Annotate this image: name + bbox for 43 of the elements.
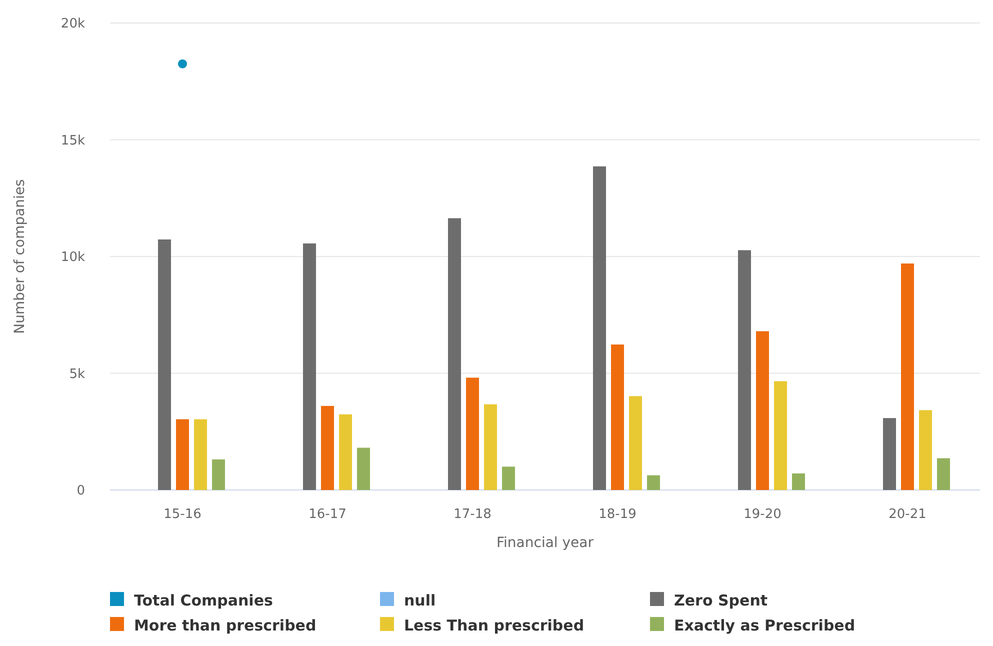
bar <box>212 459 225 490</box>
x-tick-label: 17-18 <box>454 507 492 522</box>
bar <box>466 378 479 490</box>
bar <box>593 166 606 490</box>
x-tick-label: 18-19 <box>598 507 636 522</box>
x-tick-label: 16-17 <box>308 507 346 522</box>
bar <box>158 239 171 490</box>
bar <box>502 466 515 490</box>
bar <box>176 419 189 490</box>
bar <box>629 396 642 490</box>
bar <box>774 381 787 490</box>
legend-label: Exactly as Prescribed <box>674 616 856 634</box>
bar <box>919 410 932 490</box>
bar <box>792 473 805 490</box>
bar <box>738 250 751 490</box>
bar <box>357 448 370 490</box>
bar <box>756 331 769 490</box>
y-tick-label: 20k <box>60 16 86 32</box>
y-axis-title: Number of companies <box>12 179 28 334</box>
legend-label: null <box>404 591 436 610</box>
bar <box>647 475 660 490</box>
x-axis-title: Financial year <box>496 535 594 551</box>
legend-label: Less Than prescribed <box>404 616 584 634</box>
x-tick-label: 15-16 <box>164 507 202 522</box>
legend-label: More than prescribed <box>134 616 316 634</box>
y-tick-label: 5k <box>69 366 86 382</box>
bar <box>339 414 352 490</box>
bar <box>883 418 896 490</box>
y-tick-label: 15k <box>60 133 86 148</box>
bar <box>484 404 497 490</box>
bar <box>901 264 914 490</box>
y-tick-label: 10k <box>60 250 86 266</box>
x-tick-label: 20-21 <box>888 507 926 522</box>
bar <box>321 406 334 490</box>
legend-label: Zero Spent <box>674 591 768 610</box>
bar <box>194 419 207 490</box>
bar <box>937 458 950 490</box>
bar <box>448 218 461 490</box>
bar <box>611 344 624 490</box>
bar <box>303 243 316 490</box>
y-tick-label: 0 <box>76 484 85 499</box>
x-tick-label: 19-20 <box>744 507 782 522</box>
legend-label: Total Companies <box>134 591 273 610</box>
